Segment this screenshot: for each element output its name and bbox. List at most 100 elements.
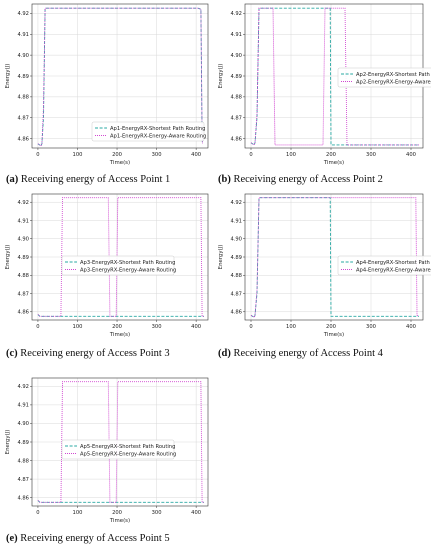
caption-d: (d) Receiving energy of Access Point 4	[218, 348, 383, 359]
y-axis-label-a: Energy(J)	[5, 64, 11, 89]
chart-panel-a: 0 100 200 300 400 4.86 4.87 4.88 4.89 4.90 4.91 4.9…	[2, 0, 212, 168]
y-tick-label-b-3: 4.89	[230, 74, 242, 80]
caption-a-text: Receiving energy of Access Point 1	[20, 174, 171, 185]
legend-entry-d-1: Ap4-EnergyRX-Shortest Path Routing	[356, 260, 431, 266]
y-tick-label-e-0: 4.86	[17, 495, 29, 501]
legend-entry-e-2: Ap5-EnergyRX-Energy-Aware Routing	[80, 451, 176, 457]
x-tick-label-d-0: 0	[249, 324, 252, 330]
y-tick-label-a-1: 4.87	[17, 116, 29, 122]
x-axis-label-d: Time(s)	[323, 332, 344, 338]
x-tick-label-b-1: 100	[286, 152, 296, 158]
y-tick-label-a-4: 4.90	[17, 53, 29, 59]
legend-entry-a-2: Ap1-EnergyRX-Energy-Aware Routing	[110, 133, 206, 139]
x-tick-label-a-4: 400	[191, 152, 201, 158]
x-tick-label-e-2: 200	[112, 510, 122, 516]
legend-entry-b-2: Ap2-EnergyRX-Energy-Aware Routing	[356, 79, 431, 85]
chart-d: 0 100 200 300 400 4.86 4.87 4.88 4.89 4.90 4.91 4.9…	[218, 193, 431, 338]
y-tick-label-c-5: 4.91	[17, 218, 29, 224]
y-axis-label-c: Energy(J)	[5, 245, 11, 270]
y-tick-label-d-6: 4.92	[230, 200, 242, 206]
x-tick-label-b-4: 400	[406, 152, 416, 158]
caption-a: (a) Receiving energy of Access Point 1	[6, 174, 170, 185]
y-tick-label-e-2: 4.88	[17, 458, 29, 464]
y-tick-label-e-3: 4.89	[17, 440, 29, 446]
legend-entry-e-1: Ap5-EnergyRX-Shortest Path Routing	[80, 444, 175, 450]
y-axis-label-e: Energy(J)	[5, 430, 11, 455]
x-tick-label-a-3: 300	[152, 152, 162, 158]
x-tick-label-a-2: 200	[112, 152, 122, 158]
x-tick-label-b-2: 200	[326, 152, 336, 158]
chart-b: 0 100 200 300 400 4.86 4.87 4.88 4.89 4.90 4.91 4.9…	[218, 3, 431, 166]
caption-c-text: Receiving energy of Access Point 3	[20, 348, 170, 359]
x-tick-label-d-3: 300	[366, 324, 376, 330]
caption-c-tag: (c)	[6, 348, 18, 359]
x-axis-label-b: Time(s)	[323, 160, 344, 166]
y-axis-label-d: Energy(J)	[218, 245, 224, 270]
y-tick-label-b-2: 4.88	[230, 95, 242, 101]
caption-e: (e) Receiving energy of Access Point 5	[6, 533, 170, 544]
caption-e-text: Receiving energy of Access Point 5	[20, 533, 170, 544]
y-axis-label-b: Energy(J)	[218, 64, 224, 89]
x-tick-label-d-2: 200	[326, 324, 336, 330]
x-tick-label-d-1: 100	[286, 324, 296, 330]
caption-b-text: Receiving energy of Access Point 2	[233, 174, 383, 185]
legend-box-a	[91, 121, 205, 142]
legend-entry-a-1: Ap1-EnergyRX-Shortest Path Routing	[110, 126, 205, 132]
legend-entry-b-1: Ap2-EnergyRX-Shortest Path Routing	[356, 72, 431, 78]
caption-b: (b) Receiving energy of Access Point 2	[218, 174, 383, 185]
x-tick-label-e-3: 300	[152, 510, 162, 516]
legend-box-c	[61, 255, 175, 276]
x-tick-label-a-0: 0	[36, 152, 39, 158]
caption-b-tag: (b)	[218, 174, 231, 185]
x-tick-label-c-2: 200	[112, 324, 122, 330]
chart-panel-e: 0 100 200 300 400 4.86 4.87 4.88 4.89 4.90 4.91 4.9…	[2, 374, 212, 526]
x-axis-label-e: Time(s)	[109, 518, 130, 524]
x-tick-label-b-0: 0	[249, 152, 252, 158]
x-tick-label-e-0: 0	[36, 510, 39, 516]
series-line-a-1	[37, 7, 203, 147]
y-tick-label-c-0: 4.86	[17, 310, 29, 316]
x-tick-label-c-4: 400	[191, 324, 201, 330]
y-tick-label-a-5: 4.91	[17, 32, 29, 38]
series-line-d-2	[250, 197, 419, 318]
x-tick-label-a-1: 100	[73, 152, 83, 158]
x-tick-label-d-4: 400	[406, 324, 416, 330]
y-tick-label-b-6: 4.92	[230, 11, 242, 17]
chart-panel-c: 0 100 200 300 400 4.86 4.87 4.88 4.89 4.90 4.91 4.9…	[2, 190, 212, 340]
y-tick-label-c-4: 4.90	[17, 237, 29, 243]
chart-e: 0 100 200 300 400 4.86 4.87 4.88 4.89 4.90 4.91 4.9…	[5, 377, 209, 524]
x-tick-label-c-0: 0	[36, 324, 39, 330]
legend-box-d	[337, 255, 431, 276]
y-tick-label-e-5: 4.91	[17, 403, 29, 409]
series-line-c-1	[37, 314, 204, 317]
y-tick-label-c-3: 4.89	[17, 255, 29, 261]
chart-panel-d: 0 100 200 300 400 4.86 4.87 4.88 4.89 4.90 4.91 4.9…	[215, 190, 431, 340]
series-line-d-1	[250, 197, 419, 318]
x-axis-label-c: Time(s)	[109, 332, 130, 338]
y-tick-label-c-2: 4.88	[17, 273, 29, 279]
chart-c: 0 100 200 300 400 4.86 4.87 4.88 4.89 4.90 4.91 4.9…	[5, 193, 209, 338]
legend-box-b	[337, 67, 431, 88]
y-tick-label-e-4: 4.90	[17, 421, 29, 427]
y-tick-label-a-2: 4.88	[17, 95, 29, 101]
y-tick-label-b-0: 4.86	[230, 136, 242, 142]
caption-e-tag: (e)	[6, 533, 18, 544]
y-tick-label-a-0: 4.86	[17, 136, 29, 142]
x-tick-label-e-4: 400	[191, 510, 201, 516]
series-line-a-2	[37, 7, 203, 147]
y-tick-label-d-3: 4.89	[230, 255, 242, 261]
y-tick-label-c-6: 4.92	[17, 200, 29, 206]
caption-c: (c) Receiving energy of Access Point 3	[6, 348, 170, 359]
chart-panel-b: 0 100 200 300 400 4.86 4.87 4.88 4.89 4.90 4.91 4.9…	[215, 0, 431, 168]
x-tick-label-b-3: 300	[366, 152, 376, 158]
y-tick-label-b-5: 4.91	[230, 32, 242, 38]
y-tick-label-d-0: 4.86	[230, 310, 242, 316]
legend-entry-c-1: Ap3-EnergyRX-Shortest Path Routing	[80, 260, 175, 266]
series-line-e-1	[37, 500, 204, 503]
y-tick-label-d-4: 4.90	[230, 237, 242, 243]
x-tick-label-c-3: 300	[152, 324, 162, 330]
x-axis-label-a: Time(s)	[109, 160, 130, 166]
y-tick-label-a-3: 4.89	[17, 74, 29, 80]
y-tick-label-a-6: 4.92	[17, 11, 29, 17]
legend-entry-c-2: Ap3-EnergyRX-Energy-Aware Routing	[80, 267, 176, 273]
